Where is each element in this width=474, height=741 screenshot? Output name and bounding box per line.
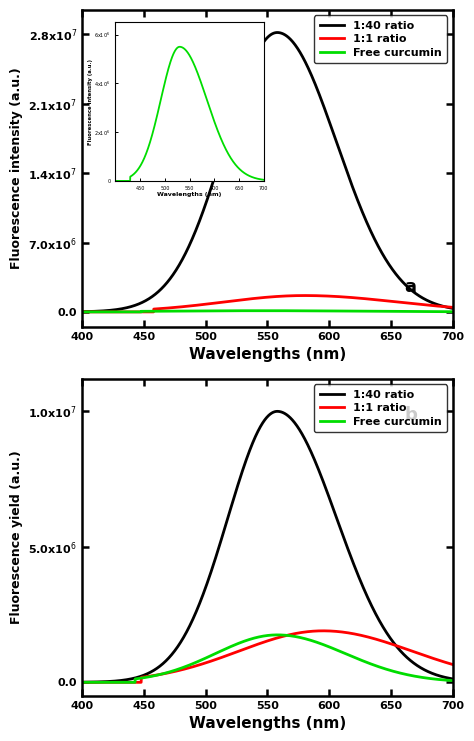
- Legend: 1:40 ratio, 1:1 ratio, Free curcumin: 1:40 ratio, 1:1 ratio, Free curcumin: [314, 385, 447, 432]
- 1:1 ratio: [79, 308, 85, 316]
- 1:1 ratio: [250, 642, 255, 651]
- 1:40 ratio: [250, 439, 255, 448]
- 1:40 ratio: [439, 672, 445, 681]
- Line: Free curcumin: Free curcumin: [82, 310, 453, 312]
- Y-axis label: Fluorescence intensity (a.u.): Fluorescence intensity (a.u.): [10, 67, 23, 269]
- Free curcumin: [250, 634, 255, 643]
- Line: 1:40 ratio: 1:40 ratio: [82, 411, 453, 682]
- 1:1 ratio: [439, 657, 445, 665]
- 1:1 ratio: [439, 302, 445, 311]
- Free curcumin: [98, 308, 104, 316]
- Y-axis label: Fluorescence yield (a.u.): Fluorescence yield (a.u.): [10, 451, 23, 624]
- 1:40 ratio: [439, 672, 445, 681]
- Free curcumin: [371, 661, 377, 670]
- 1:40 ratio: [79, 678, 85, 687]
- 1:1 ratio: [79, 678, 85, 687]
- Free curcumin: [250, 306, 255, 315]
- 1:1 ratio: [371, 634, 377, 643]
- 1:40 ratio: [250, 59, 255, 67]
- 1:40 ratio: [98, 677, 104, 686]
- Free curcumin: [260, 306, 265, 315]
- 1:40 ratio: [259, 419, 265, 428]
- Free curcumin: [439, 308, 445, 316]
- Text: a: a: [405, 278, 417, 296]
- Free curcumin: [274, 631, 280, 639]
- Free curcumin: [79, 678, 85, 687]
- 1:1 ratio: [98, 678, 104, 687]
- 1:1 ratio: [371, 295, 377, 304]
- 1:1 ratio: [450, 303, 456, 312]
- 1:1 ratio: [320, 626, 326, 635]
- 1:1 ratio: [439, 657, 445, 665]
- Free curcumin: [439, 308, 445, 316]
- 1:1 ratio: [301, 291, 307, 300]
- X-axis label: Wavelengths (nm): Wavelengths (nm): [189, 348, 346, 362]
- 1:40 ratio: [79, 308, 85, 316]
- Free curcumin: [439, 675, 445, 684]
- Line: 1:1 ratio: 1:1 ratio: [82, 631, 453, 682]
- Free curcumin: [98, 678, 104, 687]
- 1:40 ratio: [450, 674, 456, 683]
- 1:40 ratio: [371, 233, 377, 242]
- Free curcumin: [259, 632, 265, 641]
- 1:40 ratio: [439, 302, 445, 310]
- 1:40 ratio: [98, 307, 104, 316]
- Free curcumin: [258, 306, 264, 315]
- 1:40 ratio: [439, 302, 445, 310]
- 1:1 ratio: [259, 638, 265, 647]
- 1:1 ratio: [250, 294, 255, 303]
- Legend: 1:40 ratio, 1:1 ratio, Free curcumin: 1:40 ratio, 1:1 ratio, Free curcumin: [314, 16, 447, 63]
- Line: Free curcumin: Free curcumin: [82, 635, 453, 682]
- Free curcumin: [450, 677, 456, 685]
- 1:40 ratio: [450, 304, 456, 313]
- Free curcumin: [450, 308, 456, 316]
- Free curcumin: [371, 307, 377, 316]
- 1:40 ratio: [274, 407, 280, 416]
- 1:40 ratio: [371, 606, 377, 615]
- 1:1 ratio: [98, 308, 104, 316]
- 1:40 ratio: [259, 39, 265, 48]
- Free curcumin: [79, 308, 85, 316]
- Free curcumin: [439, 675, 445, 684]
- 1:1 ratio: [439, 302, 445, 311]
- Line: 1:1 ratio: 1:1 ratio: [82, 296, 453, 312]
- X-axis label: Wavelengths (nm): Wavelengths (nm): [189, 717, 346, 731]
- 1:1 ratio: [450, 660, 456, 669]
- 1:40 ratio: [274, 28, 280, 37]
- 1:1 ratio: [259, 293, 265, 302]
- Text: b: b: [405, 406, 418, 424]
- Line: 1:40 ratio: 1:40 ratio: [82, 33, 453, 312]
